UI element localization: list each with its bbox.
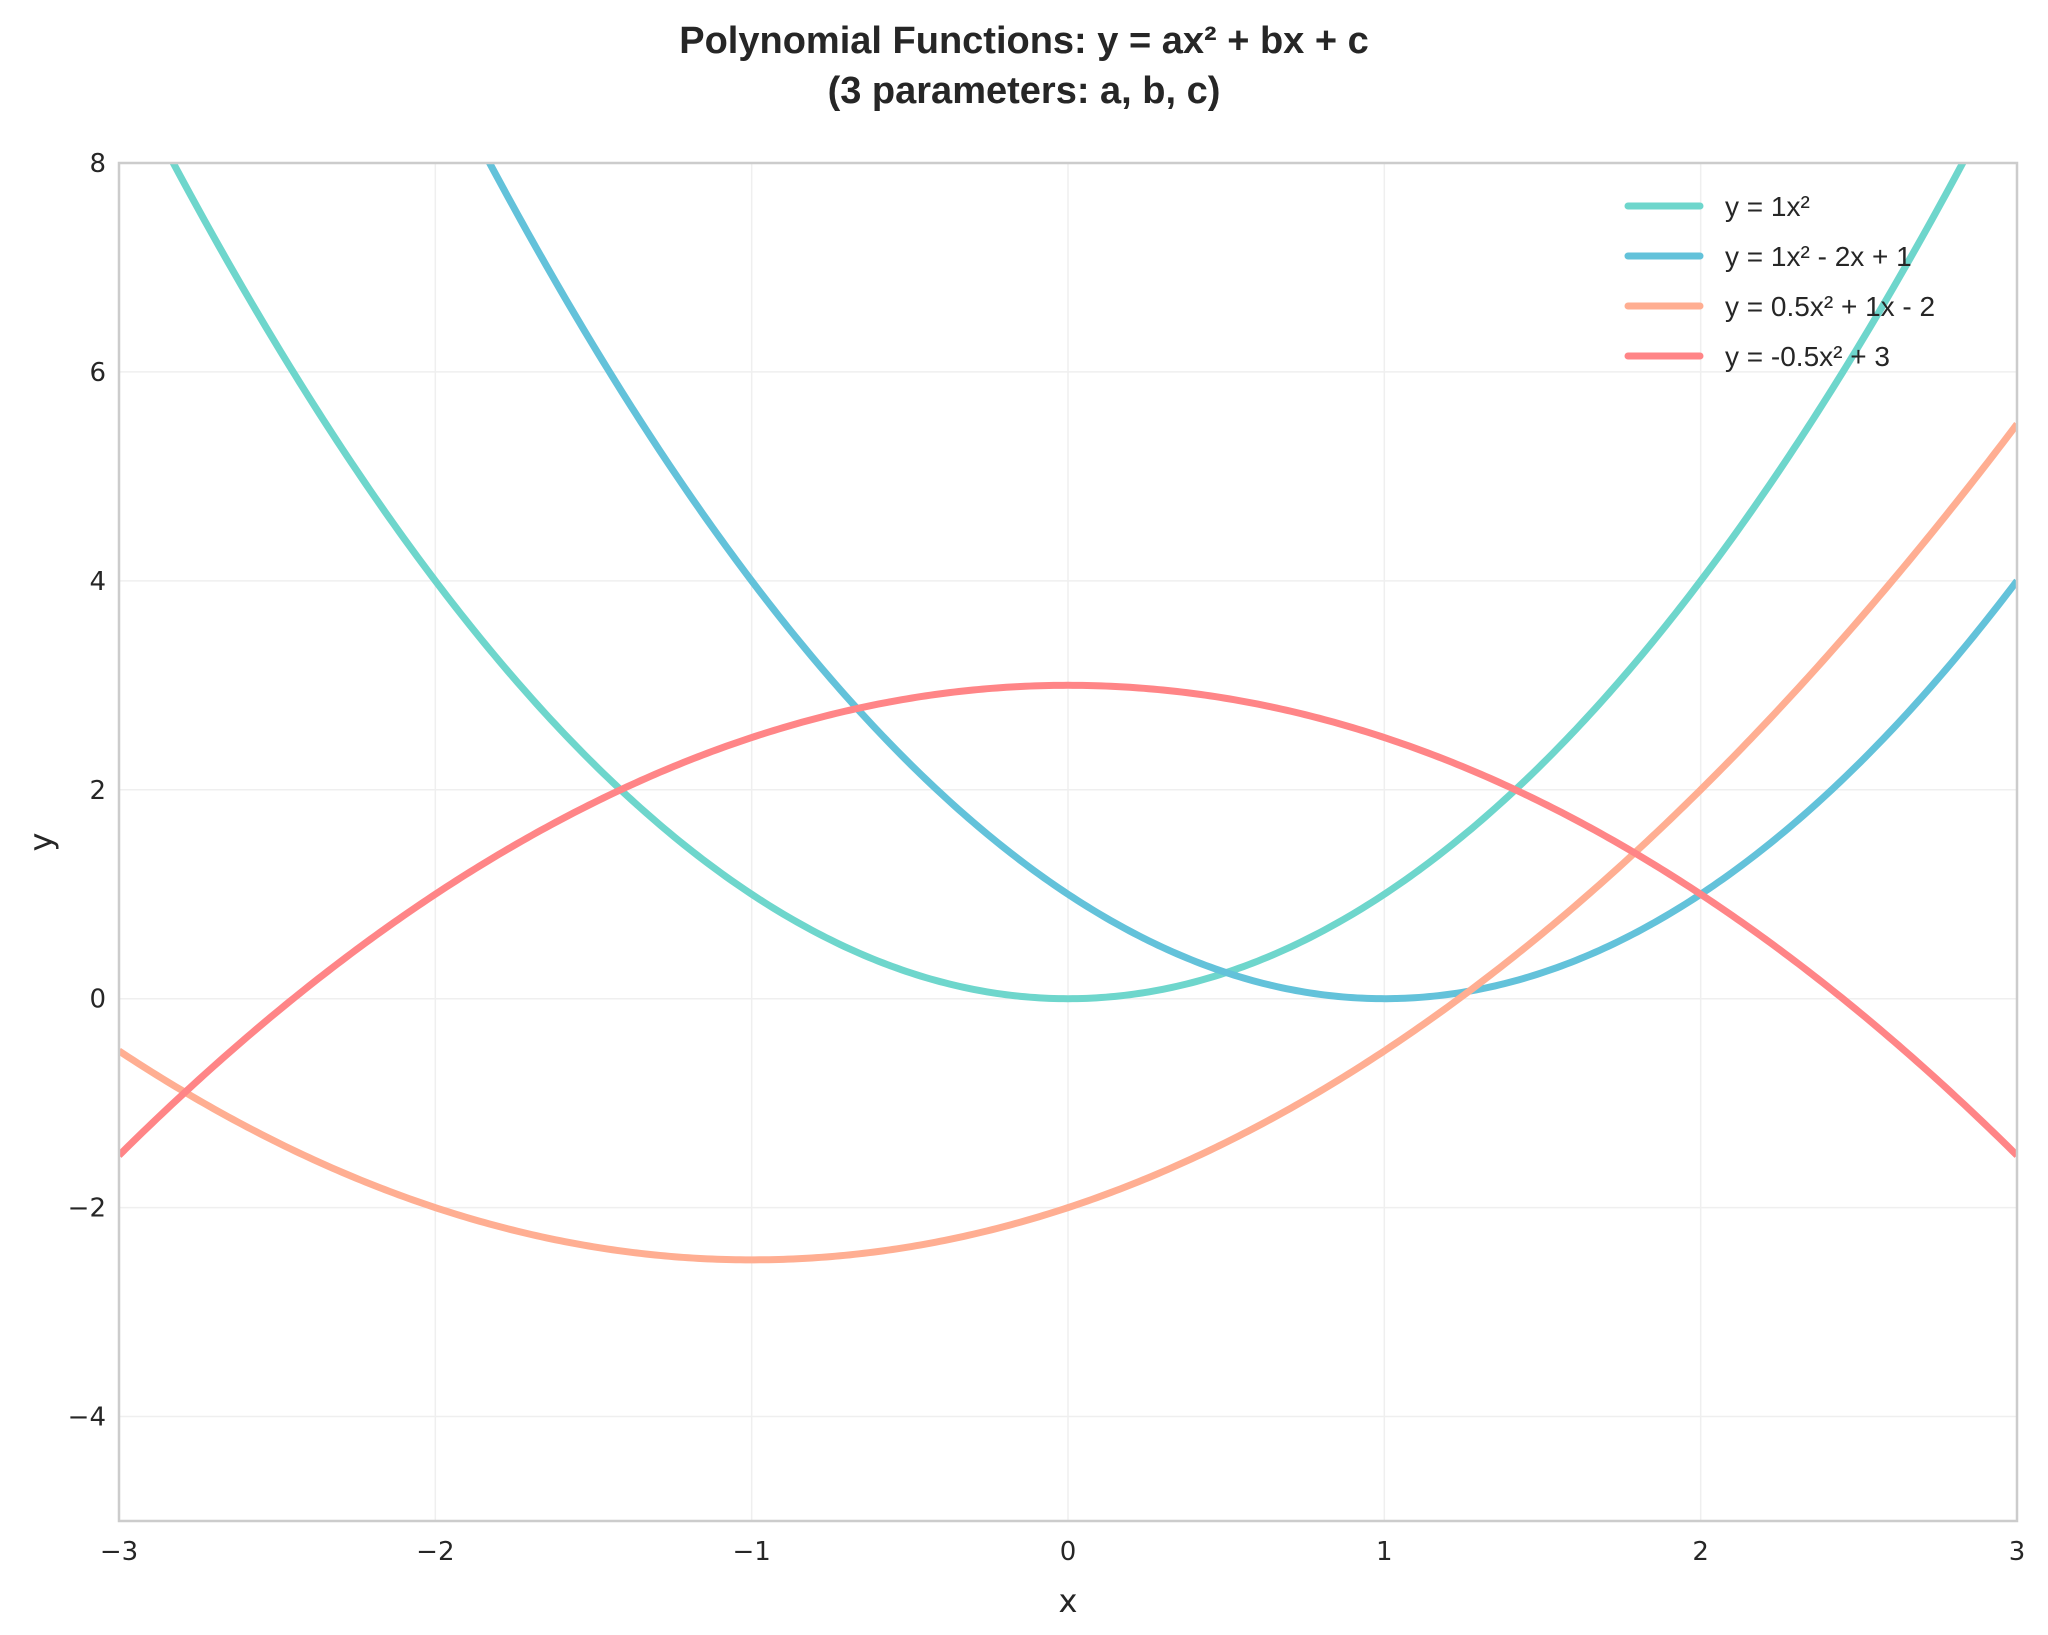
chart-subtitle: (3 parameters: a, b, c) bbox=[827, 70, 1221, 112]
legend-item: y = 1x² bbox=[1624, 191, 1810, 222]
chart-title-block: Polynomial Functions: y = ax² + bx + c (… bbox=[0, 16, 2048, 116]
legend-label: y = 0.5x² + 1x - 2 bbox=[1725, 291, 1935, 322]
x-tick-label: 2 bbox=[1692, 1537, 1709, 1567]
legend-label: y = 1x² - 2x + 1 bbox=[1725, 241, 1912, 272]
legend-item: y = 1x² - 2x + 1 bbox=[1624, 241, 1912, 272]
series-line-3 bbox=[119, 422, 2017, 1264]
series-line-1 bbox=[169, 163, 1967, 1003]
y-tick-label: 2 bbox=[89, 776, 106, 806]
chart-title: Polynomial Functions: y = ax² + bx + c bbox=[679, 20, 1369, 62]
x-tick-label: −3 bbox=[100, 1537, 138, 1567]
x-tick-label: −1 bbox=[733, 1537, 771, 1567]
legend-item: y = 0.5x² + 1x - 2 bbox=[1624, 291, 1935, 322]
y-tick-label: 4 bbox=[89, 567, 106, 597]
y-tick-label: 0 bbox=[89, 985, 106, 1015]
legend-item: y = -0.5x² + 3 bbox=[1624, 341, 1890, 372]
legend-label: y = -0.5x² + 3 bbox=[1725, 341, 1890, 372]
x-tick-label: 1 bbox=[1376, 1537, 1393, 1567]
legend: y = 1x² y = 1x² - 2x + 1 y = 0.5x² + 1x - … bbox=[1624, 191, 1935, 372]
x-axis-ticks: −3 −2 −1 0 1 2 3 bbox=[100, 1537, 2025, 1567]
y-tick-label: 6 bbox=[89, 358, 106, 388]
y-axis-label: y bbox=[22, 833, 60, 852]
series-line-4 bbox=[119, 681, 2017, 1158]
y-tick-label: −4 bbox=[68, 1403, 106, 1433]
y-tick-label: −2 bbox=[68, 1194, 106, 1224]
legend-label: y = 1x² bbox=[1725, 191, 1810, 222]
plot-curves bbox=[119, 163, 2017, 1264]
x-tick-label: 3 bbox=[2009, 1537, 2026, 1567]
x-tick-label: 0 bbox=[1060, 1537, 1077, 1567]
y-axis-ticks: −4 −2 0 2 4 6 8 bbox=[68, 149, 106, 1433]
x-axis-label: x bbox=[1059, 1582, 1078, 1620]
plot-frame bbox=[117, 161, 2019, 1523]
y-tick-label: 8 bbox=[89, 149, 106, 179]
x-tick-label: −2 bbox=[416, 1537, 454, 1567]
